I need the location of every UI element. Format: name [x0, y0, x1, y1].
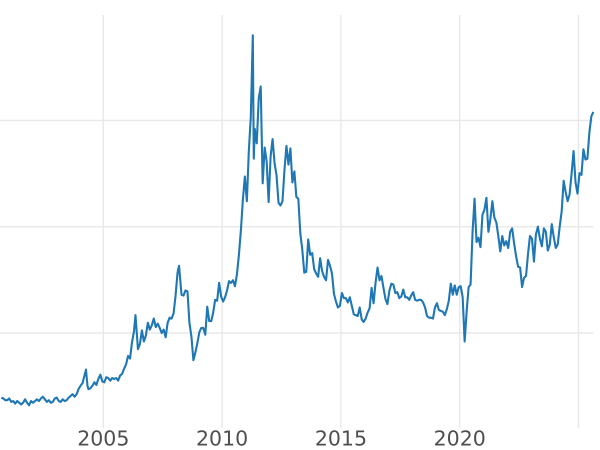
- x-tick-label-2020: 2020: [434, 427, 486, 450]
- x-tick-label-2015: 2015: [315, 427, 367, 450]
- price-line: [0, 34, 595, 407]
- x-tick-label-2005: 2005: [77, 427, 129, 450]
- x-tick-label-2010: 2010: [196, 427, 248, 450]
